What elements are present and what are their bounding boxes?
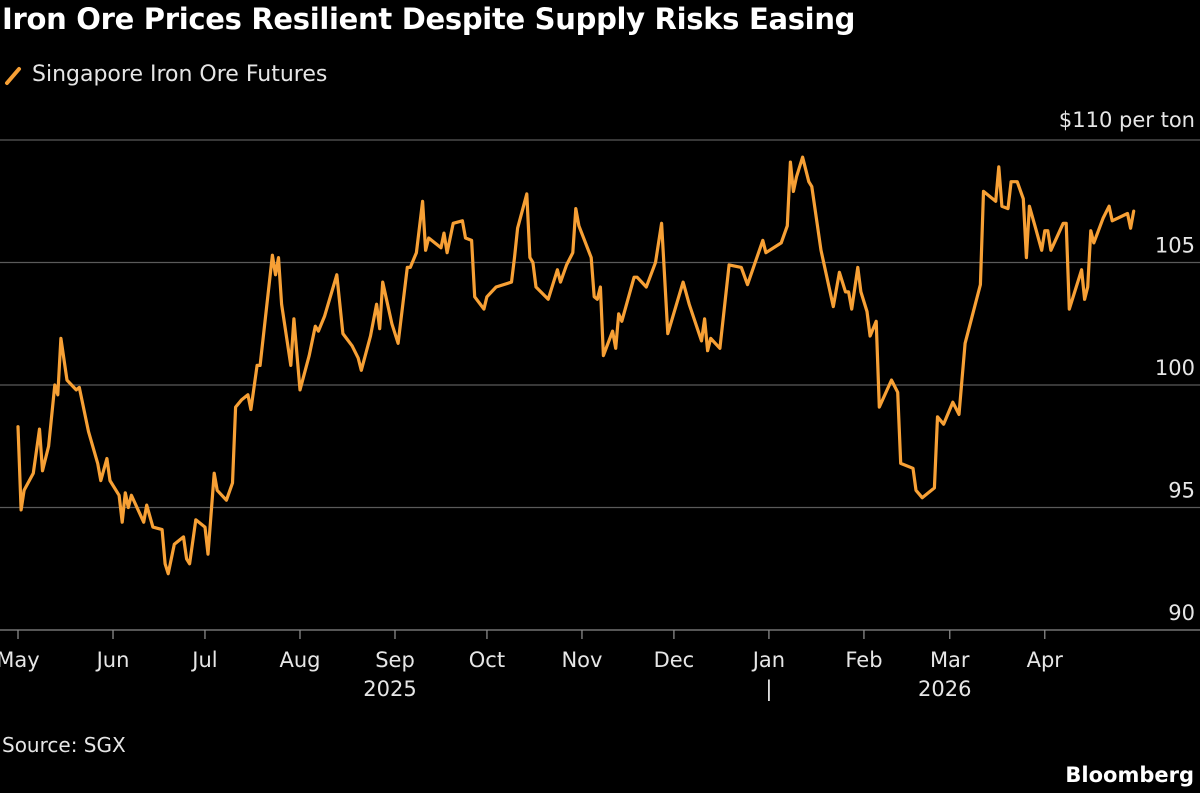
bloomberg-logo: Bloomberg [1065,763,1194,787]
x-tick-label: Nov [561,648,602,672]
y-tick-label: 95 [1168,479,1195,503]
x-tick-label: Dec [654,648,695,672]
source-note: Source: SGX [2,733,126,757]
x-year-label: 2026 [918,677,971,701]
x-year-label: 2025 [363,677,416,701]
y-tick-label: 100 [1155,356,1195,380]
x-tick-label: Jul [190,648,217,672]
x-tick-label: Aug [279,648,320,672]
x-tick-label: Mar [930,648,970,672]
y-axis-unit-label: $110 per ton [1058,108,1195,132]
x-tick-label: Jan [751,648,785,672]
legend-label: Singapore Iron Ore Futures [32,62,328,87]
x-year-label: | [765,677,772,702]
x-tick-label: Sep [375,648,415,672]
y-tick-label: 105 [1155,234,1195,258]
x-tick-label: May [0,648,40,672]
series-line [16,155,1136,576]
x-tick-label: Apr [1027,648,1064,672]
x-tick-label: Feb [845,648,882,672]
legend: Singapore Iron Ore Futures [4,62,327,87]
legend-line-icon [5,66,21,85]
chart-title: Iron Ore Prices Resilient Despite Supply… [2,2,856,36]
x-tick-label: Jun [95,648,130,672]
x-tick-label: Oct [469,648,505,672]
y-tick-label: 90 [1168,601,1195,625]
